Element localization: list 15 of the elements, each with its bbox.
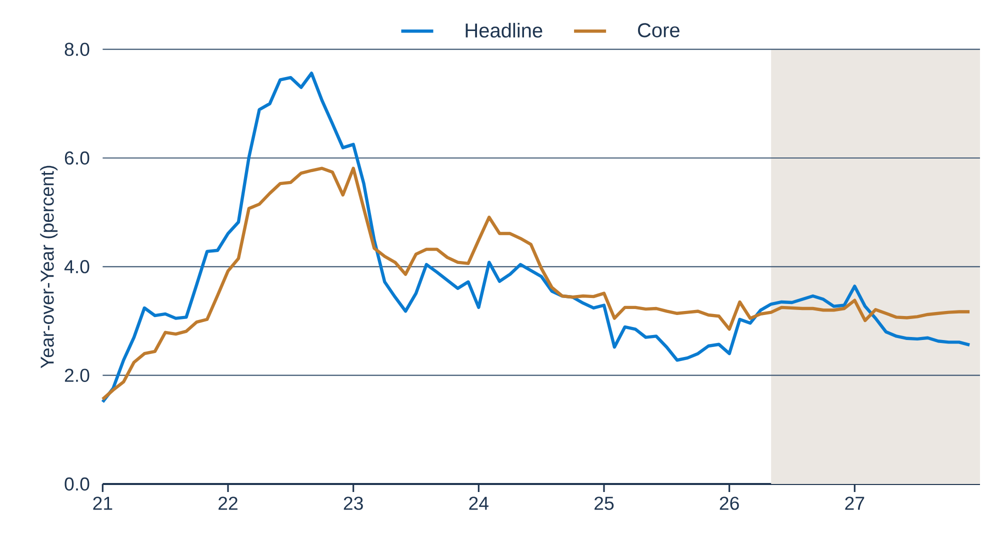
y-tick-label: 0.0 — [64, 477, 90, 491]
y-axis-title: Year-over-Year (percent) — [40, 166, 58, 368]
x-tick-label: 22 — [218, 496, 238, 510]
legend-label: Headline — [466, 22, 542, 38]
y-tick-label: 2.0 — [64, 368, 90, 382]
x-tick-label: 24 — [469, 496, 488, 510]
y-tick-label: 8.0 — [64, 42, 90, 56]
x-tick-label: 26 — [720, 496, 739, 510]
y-tick-label: 6.0 — [64, 151, 90, 165]
x-tick-label: 23 — [344, 496, 363, 510]
x-tick-label: 27 — [845, 496, 864, 510]
x-tick-label: 21 — [93, 496, 112, 510]
y-tick-label: 4.0 — [64, 260, 90, 274]
legend-label: Core — [638, 23, 680, 38]
x-tick-label: 25 — [594, 496, 614, 510]
